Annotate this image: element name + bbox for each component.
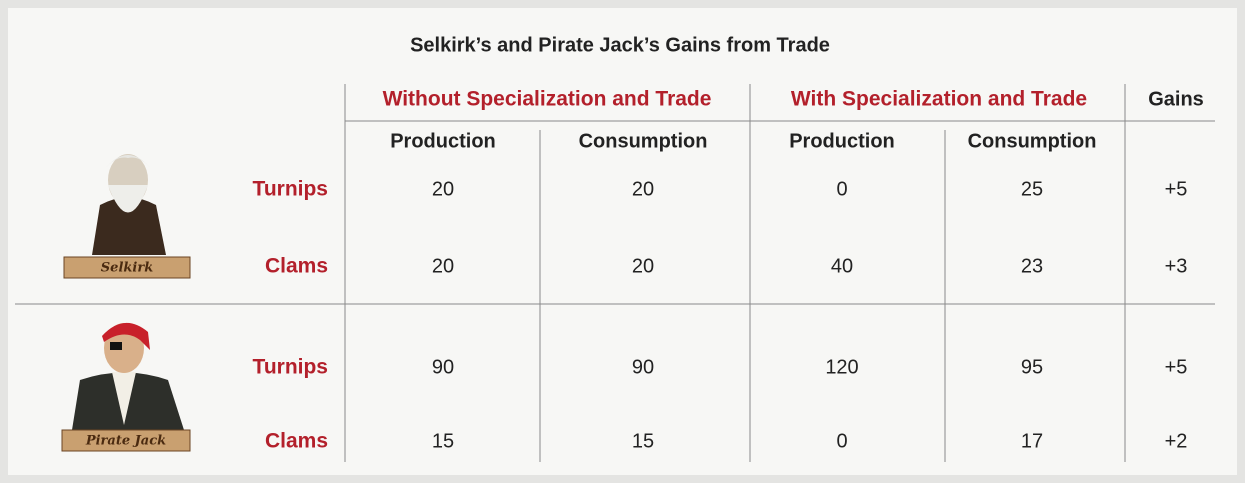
cell-value: 15 (632, 430, 654, 452)
column-header: Production (789, 130, 895, 152)
cell-value: 0 (836, 430, 847, 452)
cell-value: 120 (825, 356, 858, 378)
cell-value: 90 (432, 356, 454, 378)
cell-value: 20 (432, 255, 454, 277)
group-header: Gains (1148, 88, 1204, 110)
column-header: Consumption (579, 130, 708, 152)
group-header: With Specialization and Trade (791, 88, 1087, 111)
cell-value: 20 (632, 178, 654, 200)
gain-value: +3 (1165, 255, 1188, 277)
pirate-jack-illustration (61, 322, 191, 452)
cell-value: 95 (1021, 356, 1043, 378)
panel (8, 8, 1237, 475)
group-header: Without Specialization and Trade (383, 88, 712, 111)
gain-value: +5 (1165, 356, 1188, 378)
cell-value: 20 (432, 178, 454, 200)
row-label: Turnips (253, 178, 328, 201)
table-title: Selkirk’s and Pirate Jack’s Gains from T… (410, 34, 830, 56)
person-name: Selkirk (101, 261, 153, 276)
row-label: Clams (265, 255, 328, 278)
column-header: Production (390, 130, 496, 152)
row-label: Turnips (253, 356, 328, 379)
cell-value: 23 (1021, 255, 1043, 277)
gain-value: +5 (1165, 178, 1188, 200)
cell-value: 90 (632, 356, 654, 378)
gain-value: +2 (1165, 430, 1188, 452)
column-header: Consumption (968, 130, 1097, 152)
person-name: Pirate Jack (85, 434, 166, 449)
cell-value: 17 (1021, 430, 1043, 452)
cell-value: 25 (1021, 178, 1043, 200)
cell-value: 20 (632, 255, 654, 277)
cell-value: 40 (831, 255, 853, 277)
row-label: Clams (265, 430, 328, 453)
cell-value: 0 (836, 178, 847, 200)
cell-value: 15 (432, 430, 454, 452)
selkirk-illustration (63, 154, 191, 279)
